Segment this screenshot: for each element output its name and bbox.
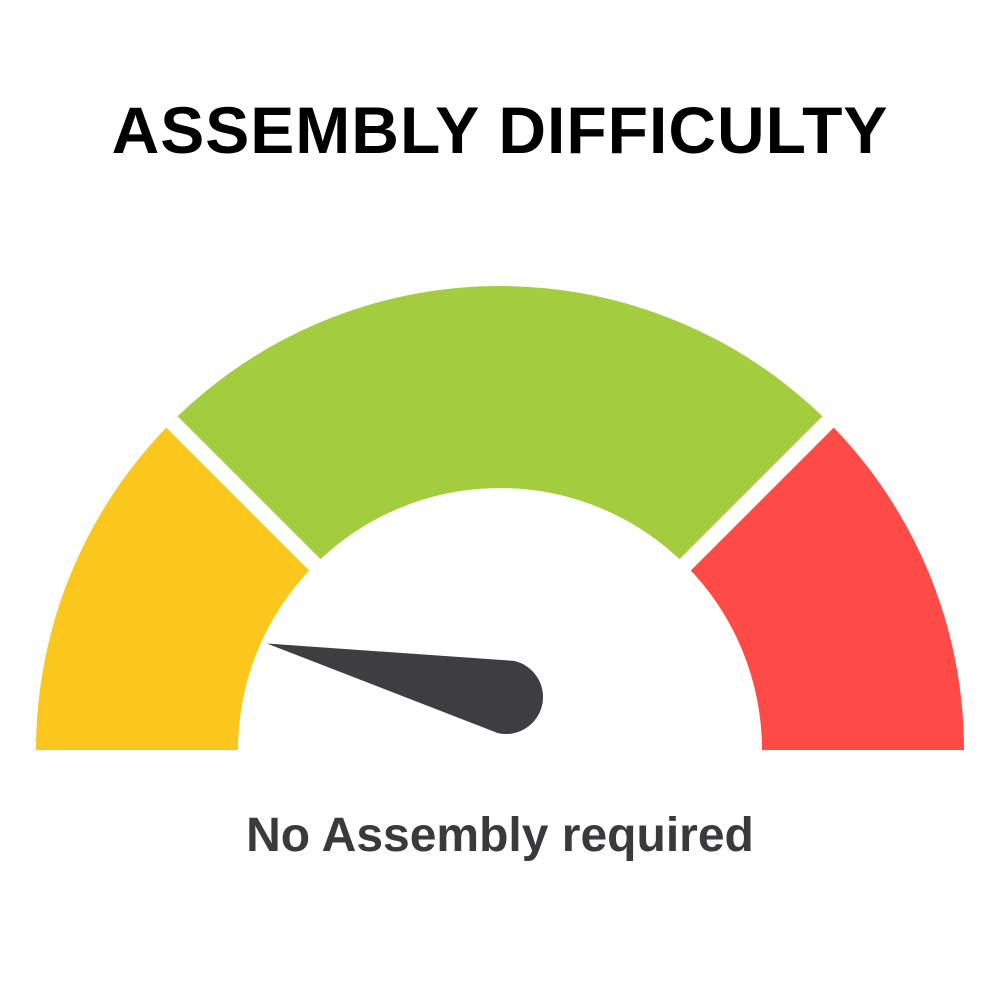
gauge-divider — [162, 412, 324, 574]
page-title: ASSEMBLY DIFFICULTY — [111, 93, 889, 167]
difficulty-caption: No Assembly required — [246, 809, 754, 862]
gauge-segment-green — [171, 286, 829, 565]
gauge-needle-icon — [266, 643, 543, 734]
gauge-divider — [676, 412, 838, 574]
